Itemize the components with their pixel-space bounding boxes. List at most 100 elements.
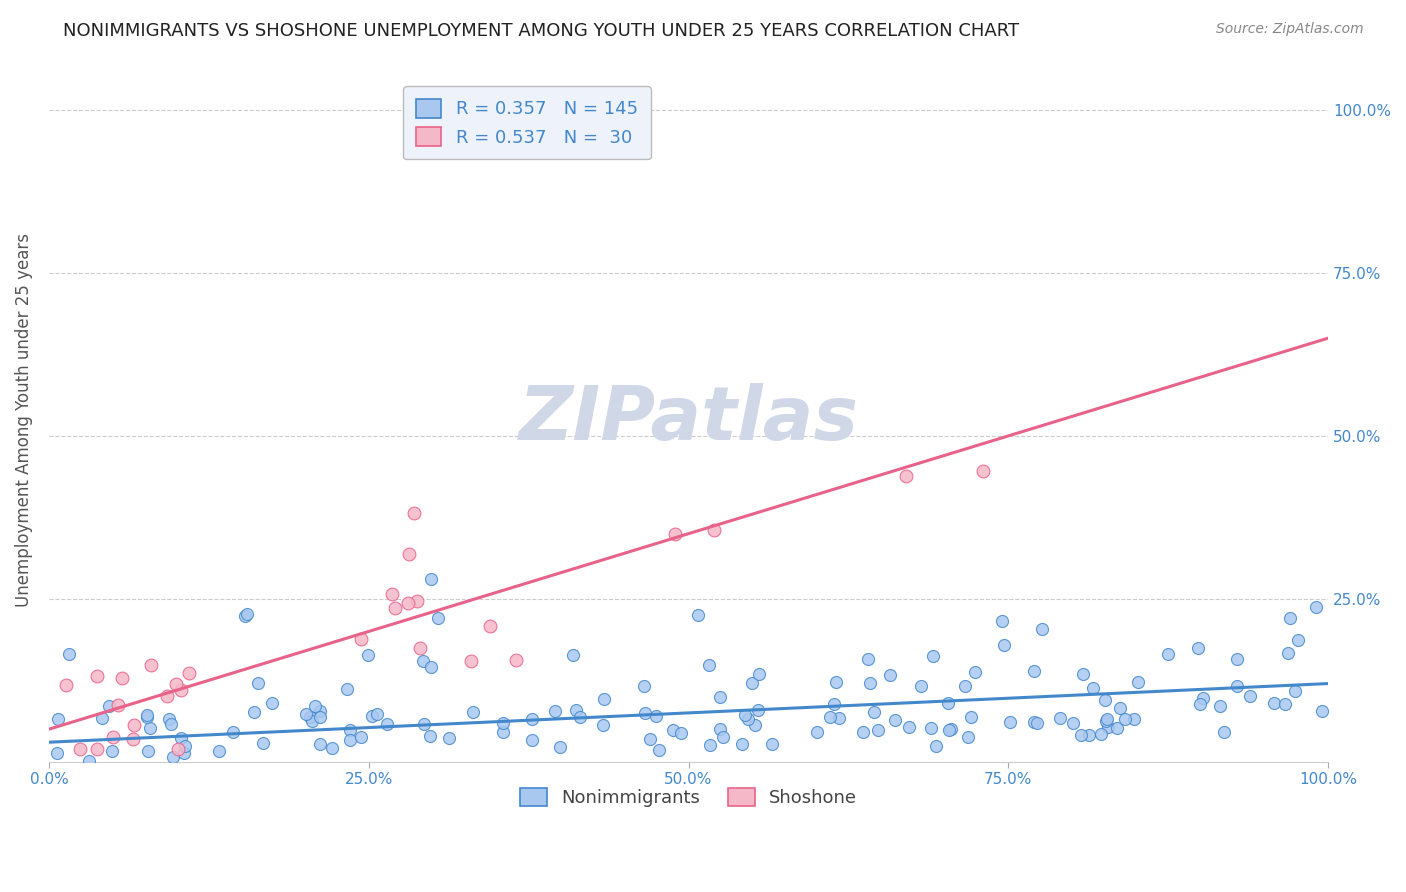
- Point: [1070, 728, 1092, 742]
- Point: [806, 725, 828, 739]
- Point: [309, 710, 332, 724]
- Point: [1126, 675, 1149, 690]
- Point: [177, 665, 200, 680]
- Point: [699, 657, 721, 672]
- Point: [46, 746, 69, 760]
- Y-axis label: Unemployment Among Youth under 25 years: Unemployment Among Youth under 25 years: [15, 233, 32, 607]
- Point: [1062, 716, 1084, 731]
- Point: [1114, 712, 1136, 726]
- Point: [157, 712, 180, 726]
- Point: [233, 609, 256, 624]
- Point: [1081, 681, 1104, 695]
- Point: [165, 677, 187, 691]
- Point: [402, 507, 425, 521]
- Point: [350, 632, 373, 647]
- Point: [136, 708, 159, 723]
- Point: [412, 654, 434, 668]
- Point: [1278, 611, 1301, 625]
- Point: [953, 679, 976, 693]
- Point: [1105, 722, 1128, 736]
- Point: [381, 587, 404, 601]
- Point: [1212, 724, 1234, 739]
- Point: [162, 750, 184, 764]
- Point: [957, 731, 980, 745]
- Point: [136, 710, 159, 724]
- Point: [1274, 697, 1296, 711]
- Point: [748, 666, 770, 681]
- Point: [321, 741, 343, 756]
- Point: [366, 706, 388, 721]
- Point: [1078, 728, 1101, 742]
- Point: [1095, 713, 1118, 727]
- Point: [309, 704, 332, 718]
- Point: [1286, 632, 1309, 647]
- Point: [336, 681, 359, 696]
- Point: [420, 660, 443, 674]
- Point: [664, 527, 686, 541]
- Point: [741, 676, 763, 690]
- Point: [1031, 622, 1053, 636]
- Point: [173, 746, 195, 760]
- Point: [883, 713, 905, 727]
- Point: [69, 741, 91, 756]
- Point: [1277, 646, 1299, 660]
- Point: [747, 703, 769, 717]
- Point: [398, 547, 420, 561]
- Point: [1209, 699, 1232, 714]
- Point: [301, 714, 323, 729]
- Point: [1263, 697, 1285, 711]
- Point: [103, 731, 125, 745]
- Point: [647, 742, 669, 756]
- Point: [505, 653, 527, 667]
- Point: [990, 614, 1012, 628]
- Point: [77, 755, 100, 769]
- Point: [879, 668, 901, 682]
- Point: [852, 725, 875, 739]
- Point: [1022, 715, 1045, 730]
- Point: [734, 707, 756, 722]
- Point: [139, 721, 162, 735]
- Point: [592, 718, 614, 732]
- Point: [894, 468, 917, 483]
- Point: [703, 524, 725, 538]
- Point: [294, 706, 316, 721]
- Point: [662, 723, 685, 737]
- Point: [699, 738, 721, 752]
- Point: [972, 464, 994, 478]
- Point: [645, 708, 668, 723]
- Point: [737, 712, 759, 726]
- Point: [910, 679, 932, 693]
- Point: [58, 647, 80, 661]
- Point: [1026, 715, 1049, 730]
- Point: [122, 732, 145, 747]
- Point: [339, 732, 361, 747]
- Point: [107, 698, 129, 713]
- Point: [1123, 712, 1146, 726]
- Point: [925, 739, 948, 753]
- Point: [460, 654, 482, 668]
- Point: [633, 679, 655, 693]
- Point: [544, 704, 567, 718]
- Point: [1022, 664, 1045, 678]
- Point: [156, 689, 179, 703]
- Point: [86, 669, 108, 683]
- Point: [339, 723, 361, 737]
- Point: [460, 122, 482, 136]
- Point: [437, 731, 460, 745]
- Point: [136, 744, 159, 758]
- Point: [920, 721, 942, 735]
- Point: [818, 710, 841, 724]
- Point: [350, 731, 373, 745]
- Point: [936, 696, 959, 710]
- Point: [638, 732, 661, 747]
- Point: [1305, 599, 1327, 614]
- Legend: Nonimmigrants, Shoshone: Nonimmigrants, Shoshone: [513, 780, 865, 814]
- Point: [959, 709, 981, 723]
- Point: [1187, 640, 1209, 655]
- Point: [562, 648, 585, 662]
- Point: [669, 725, 692, 739]
- Point: [1239, 689, 1261, 703]
- Point: [419, 572, 441, 586]
- Text: NONIMMIGRANTS VS SHOSHONE UNEMPLOYMENT AMONG YOUTH UNDER 25 YEARS CORRELATION CH: NONIMMIGRANTS VS SHOSHONE UNEMPLOYMENT A…: [63, 22, 1019, 40]
- Point: [479, 619, 502, 633]
